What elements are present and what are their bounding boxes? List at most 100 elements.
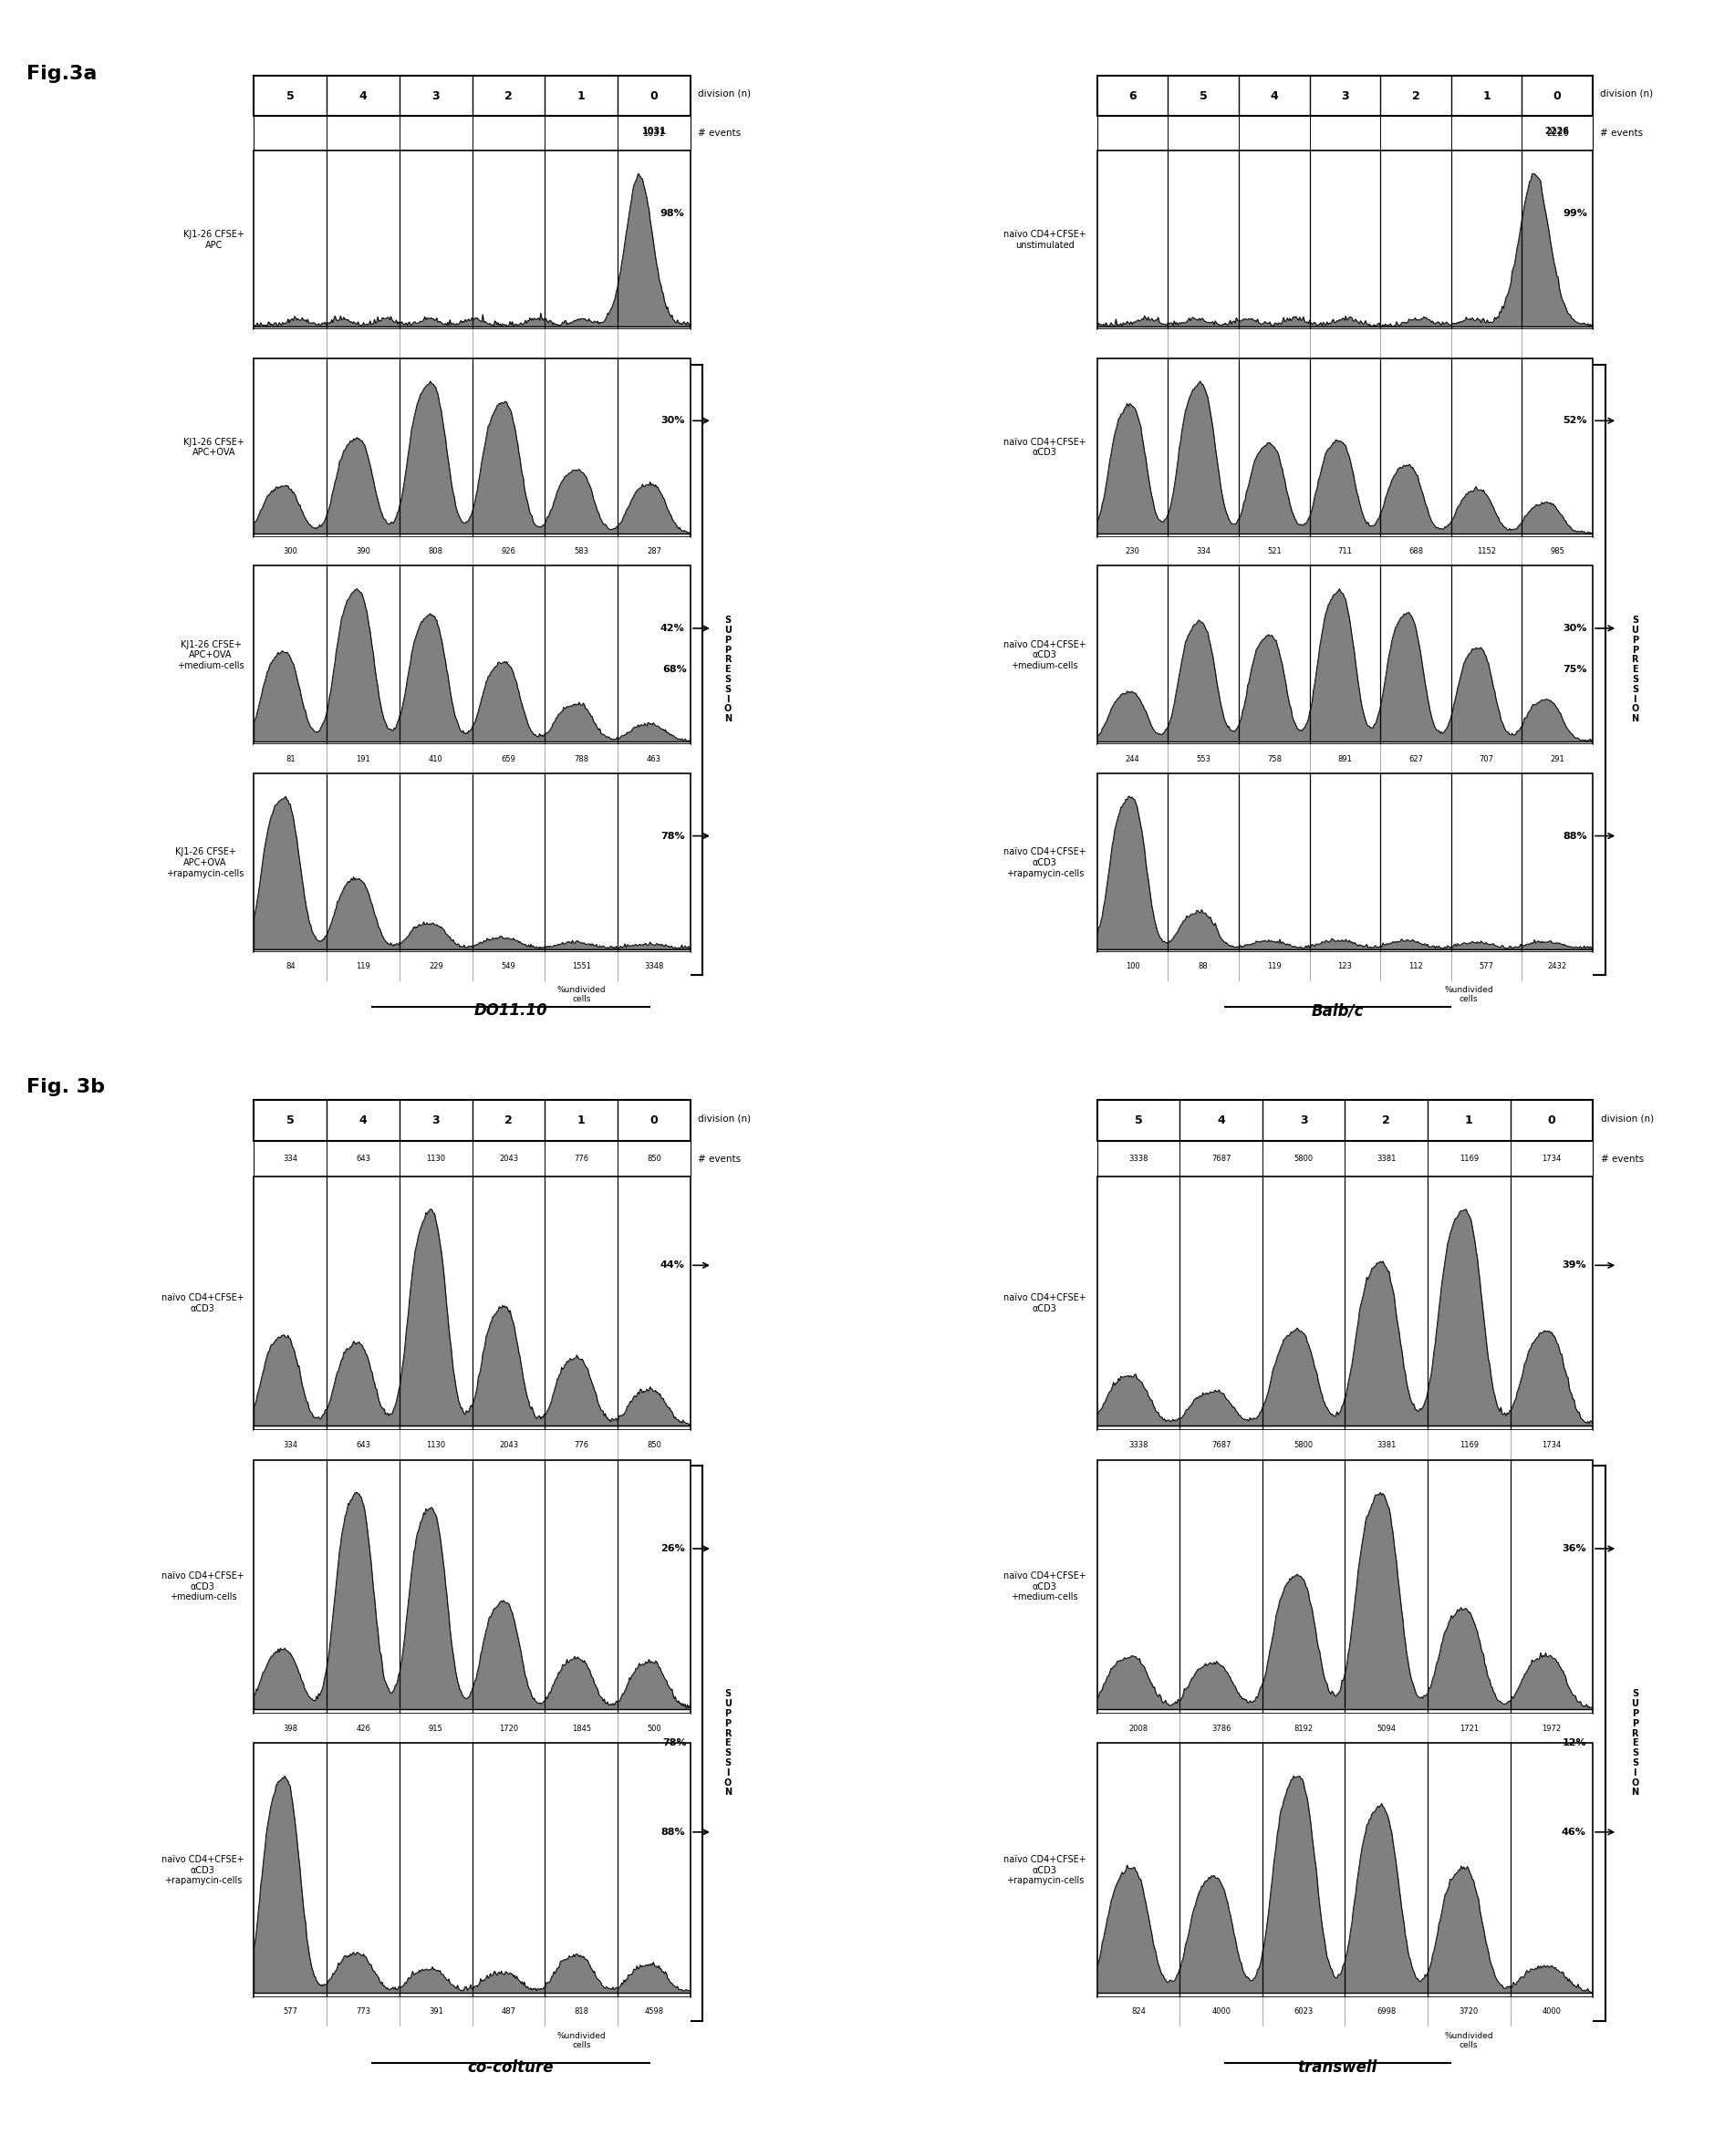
Text: 42%: 42% bbox=[661, 623, 685, 634]
Text: 3: 3 bbox=[1341, 91, 1348, 101]
Text: 3348: 3348 bbox=[644, 962, 665, 970]
Text: 7687: 7687 bbox=[1211, 1156, 1230, 1162]
Text: 287: 287 bbox=[647, 548, 661, 556]
Text: 390: 390 bbox=[356, 548, 370, 556]
Text: %undivided
cells: %undivided cells bbox=[1445, 2031, 1494, 2050]
Text: 0: 0 bbox=[1548, 1115, 1556, 1125]
Text: 985: 985 bbox=[1549, 548, 1565, 556]
Text: 39%: 39% bbox=[1562, 1261, 1586, 1270]
Text: KJ1-26 CFSE+
APC+OVA
+medium-cells: KJ1-26 CFSE+ APC+OVA +medium-cells bbox=[177, 640, 245, 671]
Text: 4598: 4598 bbox=[644, 2007, 665, 2016]
Text: naïvo CD4+CFSE+
αCD3
+rapamycin-cells: naïvo CD4+CFSE+ αCD3 +rapamycin-cells bbox=[1003, 1854, 1086, 1884]
Text: 3786: 3786 bbox=[1211, 1725, 1230, 1733]
Text: 1152: 1152 bbox=[1476, 548, 1496, 556]
Text: # events: # events bbox=[697, 129, 741, 138]
Text: 191: 191 bbox=[356, 755, 370, 763]
Text: 1: 1 bbox=[1464, 1115, 1473, 1125]
Text: 643: 643 bbox=[356, 1440, 371, 1449]
Text: 0: 0 bbox=[651, 1115, 658, 1125]
Text: 81: 81 bbox=[286, 755, 295, 763]
Text: 75%: 75% bbox=[1563, 664, 1586, 675]
Text: naïvo CD4+CFSE+
αCD3: naïvo CD4+CFSE+ αCD3 bbox=[1003, 1294, 1086, 1313]
Text: naïvo CD4+CFSE+
αCD3
+rapamycin-cells: naïvo CD4+CFSE+ αCD3 +rapamycin-cells bbox=[161, 1854, 245, 1884]
Text: 2226: 2226 bbox=[1546, 127, 1570, 136]
Text: 3: 3 bbox=[432, 1115, 441, 1125]
Text: naïvo CD4+CFSE+
unstimulated: naïvo CD4+CFSE+ unstimulated bbox=[1003, 231, 1086, 250]
Text: 2008: 2008 bbox=[1129, 1725, 1149, 1733]
Text: 4000: 4000 bbox=[1211, 2007, 1230, 2016]
Text: 88%: 88% bbox=[1563, 832, 1588, 841]
Text: division (n): division (n) bbox=[1601, 1115, 1653, 1123]
Text: KJ1-26 CFSE+
APC+OVA
+rapamycin-cells: KJ1-26 CFSE+ APC+OVA +rapamycin-cells bbox=[167, 847, 245, 877]
Text: 2: 2 bbox=[505, 91, 512, 101]
Text: DO11.10: DO11.10 bbox=[474, 1003, 548, 1020]
Text: 1031: 1031 bbox=[644, 129, 665, 138]
Text: 123: 123 bbox=[1338, 962, 1352, 970]
Text: 5094: 5094 bbox=[1376, 1725, 1397, 1733]
Text: 300: 300 bbox=[283, 548, 298, 556]
Text: 1845: 1845 bbox=[573, 1725, 592, 1733]
Text: 4: 4 bbox=[1270, 91, 1279, 101]
Text: 5: 5 bbox=[1135, 1115, 1143, 1125]
Text: 44%: 44% bbox=[661, 1261, 685, 1270]
Text: 3720: 3720 bbox=[1459, 2007, 1478, 2016]
Text: 1: 1 bbox=[578, 91, 585, 101]
Text: 78%: 78% bbox=[661, 832, 685, 841]
Text: 8192: 8192 bbox=[1294, 1725, 1313, 1733]
Text: 627: 627 bbox=[1409, 755, 1423, 763]
Text: 6023: 6023 bbox=[1294, 2007, 1313, 2016]
Text: 463: 463 bbox=[647, 755, 661, 763]
Text: 88%: 88% bbox=[661, 1828, 685, 1837]
Text: 26%: 26% bbox=[661, 1544, 685, 1552]
Text: 1130: 1130 bbox=[427, 1156, 446, 1162]
Text: 2: 2 bbox=[505, 1115, 512, 1125]
Text: S
U
P
P
R
E
S
S
I
O
N: S U P P R E S S I O N bbox=[1631, 1690, 1640, 1798]
Text: co-colture: co-colture bbox=[468, 2059, 553, 2076]
Text: 4: 4 bbox=[1216, 1115, 1225, 1125]
Text: 659: 659 bbox=[501, 755, 515, 763]
Text: 688: 688 bbox=[1409, 548, 1423, 556]
Text: 2432: 2432 bbox=[1548, 962, 1567, 970]
Text: 68%: 68% bbox=[663, 664, 687, 675]
Text: 4000: 4000 bbox=[1542, 2007, 1562, 2016]
Text: 583: 583 bbox=[574, 548, 588, 556]
Text: 230: 230 bbox=[1126, 548, 1140, 556]
Text: 5: 5 bbox=[1199, 91, 1208, 101]
Text: KJ1-26 CFSE+
APC+OVA: KJ1-26 CFSE+ APC+OVA bbox=[184, 438, 245, 457]
Text: 5800: 5800 bbox=[1294, 1440, 1313, 1449]
Text: 88: 88 bbox=[1199, 962, 1208, 970]
Text: 5800: 5800 bbox=[1294, 1156, 1313, 1162]
Text: transwell: transwell bbox=[1298, 2059, 1378, 2076]
Text: 915: 915 bbox=[429, 1725, 442, 1733]
Text: S
U
P
P
R
E
S
S
I
O
N: S U P P R E S S I O N bbox=[723, 1690, 732, 1798]
Text: 99%: 99% bbox=[1563, 209, 1588, 218]
Text: %undivided
cells: %undivided cells bbox=[1445, 985, 1494, 1003]
Text: 119: 119 bbox=[1267, 962, 1282, 970]
Text: 521: 521 bbox=[1267, 548, 1282, 556]
Text: S
U
P
P
R
E
S
S
I
O
N: S U P P R E S S I O N bbox=[723, 617, 732, 724]
Text: division (n): division (n) bbox=[1600, 88, 1653, 99]
Text: division (n): division (n) bbox=[697, 88, 751, 99]
Text: 577: 577 bbox=[283, 2007, 298, 2016]
Text: %undivided
cells: %undivided cells bbox=[557, 2031, 606, 2050]
Text: 850: 850 bbox=[647, 1440, 661, 1449]
Text: 5: 5 bbox=[286, 91, 295, 101]
Text: 30%: 30% bbox=[661, 416, 685, 425]
Text: 549: 549 bbox=[501, 962, 515, 970]
Text: 6998: 6998 bbox=[1376, 2007, 1397, 2016]
Text: 776: 776 bbox=[574, 1440, 588, 1449]
Text: 426: 426 bbox=[356, 1725, 370, 1733]
Text: 643: 643 bbox=[356, 1156, 371, 1162]
Text: 773: 773 bbox=[356, 2007, 371, 2016]
Text: 244: 244 bbox=[1126, 755, 1140, 763]
Text: S
U
P
P
R
E
S
S
I
O
N: S U P P R E S S I O N bbox=[1631, 617, 1640, 724]
Text: 1734: 1734 bbox=[1542, 1156, 1562, 1162]
Text: 391: 391 bbox=[429, 2007, 442, 2016]
Text: 1972: 1972 bbox=[1542, 1725, 1562, 1733]
Text: 1: 1 bbox=[1482, 91, 1490, 101]
Text: 98%: 98% bbox=[661, 209, 685, 218]
Text: 3: 3 bbox=[432, 91, 441, 101]
Text: 12%: 12% bbox=[1563, 1738, 1586, 1749]
Text: 2: 2 bbox=[1383, 1115, 1390, 1125]
Text: Fig. 3b: Fig. 3b bbox=[26, 1078, 104, 1095]
